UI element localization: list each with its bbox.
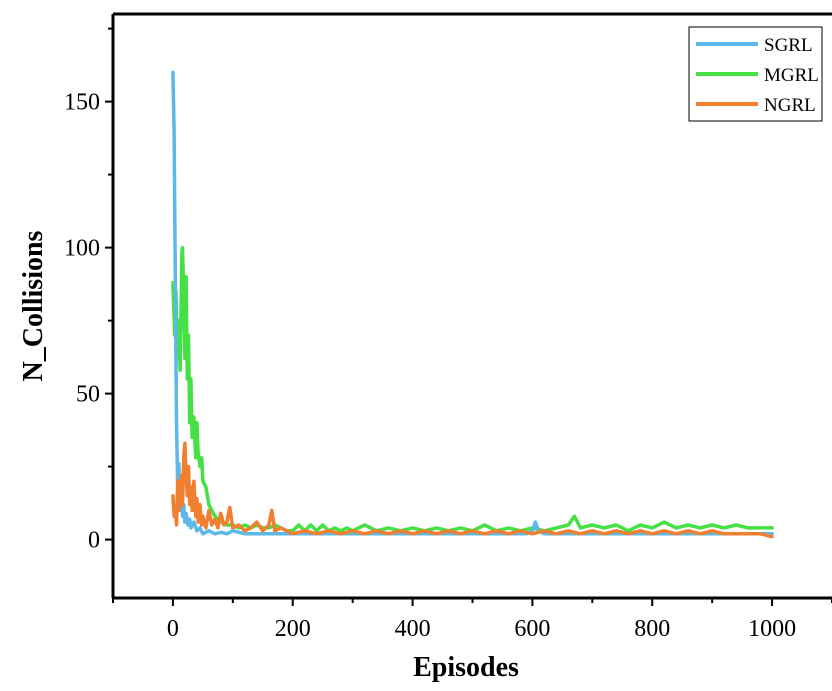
legend-label-ngrl: NGRL [764, 95, 816, 116]
legend-label-mgrl: MGRL [764, 65, 819, 86]
x-axis-title: Episodes [413, 652, 519, 683]
series-line-ngrl [171, 441, 774, 539]
x-tick-label: 600 [514, 616, 550, 642]
y-tick-label: 150 [64, 90, 100, 116]
legend: SGRL MGRL NGRL [688, 26, 823, 122]
y-tick-label: 0 [88, 528, 100, 554]
series-group [171, 70, 774, 539]
legend-label-sgrl: SGRL [764, 35, 813, 56]
ticks-group: 0 200 400 600 800 1000 0 50 100 150 [64, 27, 832, 642]
x-tick-label: 200 [275, 616, 311, 642]
y-tick-label: 50 [76, 382, 100, 408]
x-tick-label: 0 [167, 616, 179, 642]
x-tick-label: 800 [634, 616, 670, 642]
x-tick-label: 1000 [748, 616, 796, 642]
x-tick-label: 400 [395, 616, 431, 642]
y-tick-label: 100 [64, 236, 100, 262]
y-axis-title: N_Collisions [18, 230, 49, 381]
series-line-mgrl [171, 245, 774, 533]
